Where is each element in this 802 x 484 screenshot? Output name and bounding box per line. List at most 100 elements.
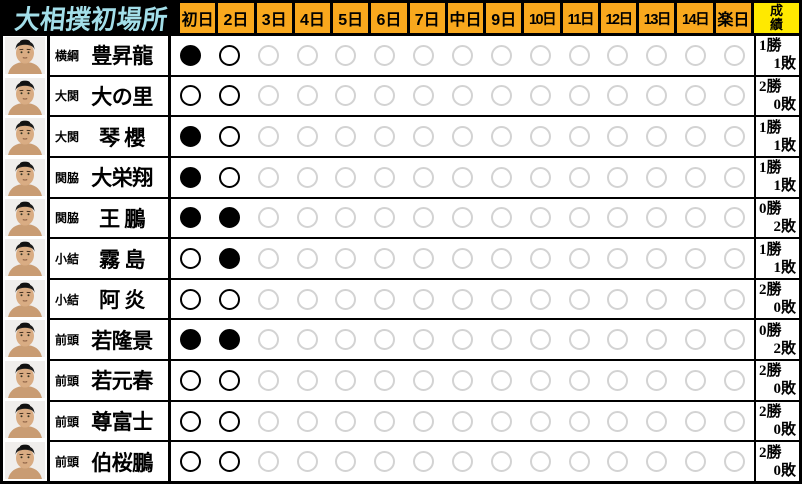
result-day-8 bbox=[443, 329, 482, 351]
result-day-6 bbox=[365, 85, 404, 107]
result-day-7 bbox=[404, 126, 443, 148]
result-day-9 bbox=[482, 410, 521, 432]
upcoming-circle-icon bbox=[529, 369, 551, 391]
record-cell: 2勝 0敗 bbox=[754, 76, 799, 116]
upcoming-circle-icon bbox=[685, 85, 707, 107]
wrestler-photo bbox=[3, 238, 47, 278]
upcoming-circle-icon bbox=[451, 85, 473, 107]
wins-text: 2勝 bbox=[759, 78, 782, 95]
upcoming-circle-icon bbox=[296, 451, 318, 473]
upcoming-circle-icon bbox=[257, 248, 279, 270]
day-header-12: 12日 bbox=[600, 3, 640, 33]
result-day-3 bbox=[249, 410, 288, 432]
result-day-12 bbox=[598, 166, 637, 188]
upcoming-circle-icon bbox=[646, 369, 668, 391]
result-day-15 bbox=[715, 288, 754, 310]
upcoming-circle-icon bbox=[568, 166, 590, 188]
result-day-15 bbox=[715, 451, 754, 473]
result-day-1 bbox=[171, 369, 210, 391]
result-day-2 bbox=[210, 85, 249, 107]
result-day-5 bbox=[326, 451, 365, 473]
win-circle-icon bbox=[179, 85, 201, 107]
result-day-5 bbox=[326, 85, 365, 107]
wrestler-rank: 大関 bbox=[55, 130, 80, 145]
result-day-10 bbox=[521, 126, 560, 148]
result-day-14 bbox=[676, 410, 715, 432]
upcoming-circle-icon bbox=[374, 166, 396, 188]
result-day-1 bbox=[171, 207, 210, 229]
result-day-1 bbox=[171, 126, 210, 148]
upcoming-circle-icon bbox=[490, 166, 512, 188]
result-day-4 bbox=[288, 44, 327, 66]
result-day-13 bbox=[637, 410, 676, 432]
wins-text: 2勝 bbox=[759, 363, 782, 380]
upcoming-circle-icon bbox=[568, 410, 590, 432]
result-day-5 bbox=[326, 248, 365, 270]
results-strip bbox=[171, 361, 754, 400]
day-header-4: 4日 bbox=[294, 3, 334, 33]
result-day-4 bbox=[288, 451, 327, 473]
upcoming-circle-icon bbox=[335, 126, 357, 148]
results-strip bbox=[171, 117, 754, 156]
win-circle-icon bbox=[179, 451, 201, 473]
result-day-10 bbox=[521, 410, 560, 432]
result-day-11 bbox=[560, 166, 599, 188]
wrestler-photo bbox=[3, 117, 47, 157]
wrestler-photo bbox=[3, 198, 47, 238]
header-row: 大相撲初場所 初日 2日 3日 4日 5日 6日 7日 中日 9日 10日 11日 12日 13日 14日… bbox=[3, 3, 799, 36]
result-day-13 bbox=[637, 451, 676, 473]
result-day-11 bbox=[560, 207, 599, 229]
wrestler-name-cell: 小結 霧 島 bbox=[50, 239, 171, 278]
day-header-14: 14日 bbox=[677, 3, 716, 33]
result-day-2 bbox=[210, 329, 249, 351]
upcoming-circle-icon bbox=[257, 410, 279, 432]
result-day-12 bbox=[598, 451, 637, 473]
result-day-11 bbox=[560, 329, 599, 351]
result-day-6 bbox=[365, 288, 404, 310]
result-day-4 bbox=[288, 166, 327, 188]
upcoming-circle-icon bbox=[335, 369, 357, 391]
upcoming-circle-icon bbox=[374, 288, 396, 310]
result-day-15 bbox=[715, 329, 754, 351]
wins-text: 1勝 bbox=[759, 160, 782, 177]
upcoming-circle-icon bbox=[723, 126, 745, 148]
result-day-15 bbox=[715, 369, 754, 391]
wrestler-photo bbox=[3, 360, 47, 400]
upcoming-circle-icon bbox=[413, 44, 435, 66]
loss-circle-icon bbox=[179, 207, 201, 229]
result-day-8 bbox=[443, 126, 482, 148]
result-day-4 bbox=[288, 369, 327, 391]
upcoming-circle-icon bbox=[490, 85, 512, 107]
upcoming-circle-icon bbox=[723, 288, 745, 310]
result-day-7 bbox=[404, 329, 443, 351]
upcoming-circle-icon bbox=[451, 410, 473, 432]
upcoming-circle-icon bbox=[568, 369, 590, 391]
portrait-photo-graphic bbox=[5, 199, 45, 237]
wrestler-name: 王 鵬 bbox=[99, 206, 145, 231]
wrestler-row: 小結 阿 炎 2勝 0敗 bbox=[50, 279, 799, 321]
wrestler-name-cell: 小結 阿 炎 bbox=[50, 279, 171, 319]
upcoming-circle-icon bbox=[685, 207, 707, 229]
result-day-10 bbox=[521, 329, 560, 351]
upcoming-circle-icon bbox=[374, 248, 396, 270]
upcoming-circle-icon bbox=[257, 126, 279, 148]
rows-column: 横綱 豊昇龍 1勝 1敗 大関 大の里 2勝 0敗 大関琴 櫻 1勝 1敗 関脇 大栄翔 1勝 1敗 関脇王 … bbox=[50, 36, 799, 481]
upcoming-circle-icon bbox=[646, 126, 668, 148]
result-day-6 bbox=[365, 166, 404, 188]
wrestler-name: 大栄翔 bbox=[91, 166, 153, 191]
result-day-13 bbox=[637, 369, 676, 391]
result-day-13 bbox=[637, 329, 676, 351]
result-day-11 bbox=[560, 451, 599, 473]
wrestler-row: 大関 大の里 2勝 0敗 bbox=[50, 76, 799, 118]
day-header-6: 6日 bbox=[371, 3, 410, 33]
result-day-9 bbox=[482, 166, 521, 188]
upcoming-circle-icon bbox=[413, 126, 435, 148]
day-header-1: 初日 bbox=[180, 3, 219, 33]
result-day-13 bbox=[637, 288, 676, 310]
result-day-2 bbox=[210, 410, 249, 432]
result-day-6 bbox=[365, 44, 404, 66]
result-day-6 bbox=[365, 207, 404, 229]
day-header-8: 中日 bbox=[447, 3, 487, 33]
upcoming-circle-icon bbox=[451, 369, 473, 391]
result-day-2 bbox=[210, 369, 249, 391]
